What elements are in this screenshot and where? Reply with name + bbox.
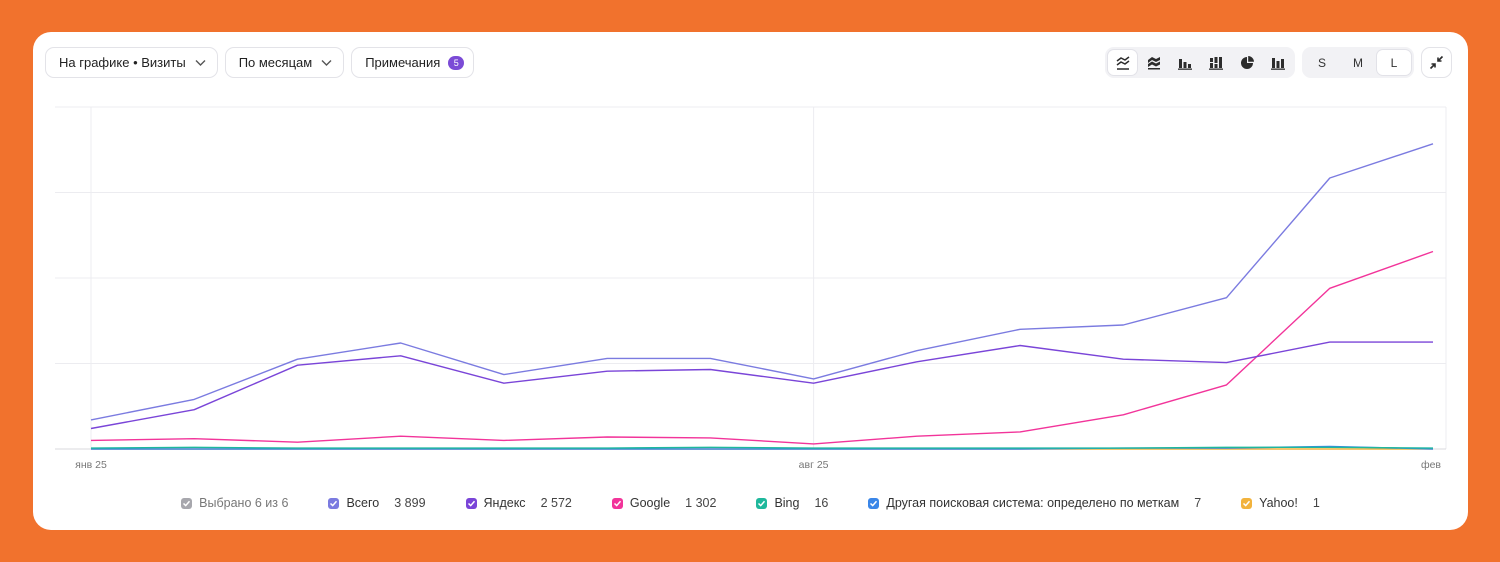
line-chart-icon <box>1116 55 1129 70</box>
chevron-down-icon <box>320 56 333 69</box>
metric-dropdown-label: На графике • Визиты <box>59 55 186 70</box>
chart-size-switcher: S M L <box>1302 47 1414 78</box>
chart-card: На графике • Визиты По месяцам Примечани… <box>33 32 1468 530</box>
size-s-button[interactable]: S <box>1317 55 1326 70</box>
stacked-bar-icon <box>1177 58 1192 70</box>
x-tick-label: янв 25 <box>75 459 107 471</box>
legend-item-value: 1 302 <box>685 496 717 510</box>
legend-select-all-label: Выбрано 6 из 6 <box>199 496 289 510</box>
series-line <box>90 341 1433 430</box>
legend-item-value: 2 572 <box>540 496 572 510</box>
size-l-button[interactable]: L <box>1377 50 1411 75</box>
series-line <box>90 446 1434 449</box>
bar-chart-icon <box>1270 57 1285 70</box>
x-tick-label: авг 25 <box>799 459 829 471</box>
checkbox-icon <box>181 497 193 509</box>
pie-chart-button[interactable] <box>1232 50 1261 75</box>
collapse-icon <box>1429 55 1444 70</box>
metric-dropdown[interactable]: На графике • Визиты <box>45 47 218 78</box>
line-chart: янв 25 авг 25 фев <box>55 106 1447 471</box>
legend-item-label: Yahoo! <box>1259 496 1298 510</box>
series-line <box>90 250 1434 445</box>
notes-button-label: Примечания <box>365 55 441 70</box>
checkbox-icon <box>1241 497 1253 509</box>
line-chart-button[interactable] <box>1108 50 1137 75</box>
chart-type-switcher <box>1105 47 1295 78</box>
series-line <box>90 143 1434 421</box>
legend-item[interactable]: Всего 3 899 <box>328 496 426 510</box>
checkbox-icon <box>328 497 340 509</box>
percent-bar-button[interactable] <box>1201 50 1230 75</box>
percent-bar-icon <box>1208 56 1223 70</box>
notes-count-badge: 5 <box>448 55 465 70</box>
checkbox-icon <box>611 497 623 509</box>
legend-item[interactable]: Bing 16 <box>756 496 828 510</box>
area-chart-icon <box>1147 56 1160 69</box>
legend-item-value: 16 <box>814 496 829 510</box>
collapse-button[interactable] <box>1421 47 1452 78</box>
legend-item[interactable]: Яндекс 2 572 <box>465 496 572 510</box>
legend-select-all[interactable]: Выбрано 6 из 6 <box>181 496 288 510</box>
checkbox-icon <box>465 497 477 509</box>
legend-item[interactable]: Google 1 302 <box>611 496 717 510</box>
view-controls: S M L <box>1105 47 1452 78</box>
legend-item-value: 3 899 <box>394 496 426 510</box>
legend-item-label: Всего <box>346 496 380 510</box>
legend-item-label: Другая поисковая система: определено по … <box>886 496 1180 510</box>
bar-chart-button[interactable] <box>1263 50 1292 75</box>
checkbox-icon <box>756 497 768 509</box>
legend-item[interactable]: Другая поисковая система: определено по … <box>868 496 1201 510</box>
legend-item-label: Bing <box>774 496 800 510</box>
legend-item-label: Яндекс <box>483 496 526 510</box>
notes-button[interactable]: Примечания 5 <box>351 47 475 78</box>
legend-series-list: Всего 3 899 Яндекс 2 572 Google 1 302 Bing 16 Др… <box>308 496 1339 510</box>
size-m-button[interactable]: M <box>1353 55 1363 70</box>
period-dropdown[interactable]: По месяцам <box>224 47 345 78</box>
legend-item[interactable]: Yahoo! 1 <box>1241 496 1320 510</box>
chart-toolbar: На графике • Визиты По месяцам Примечани… <box>45 47 475 78</box>
legend-item-value: 1 <box>1312 496 1320 510</box>
checkbox-icon <box>868 497 880 509</box>
period-dropdown-label: По месяцам <box>238 55 313 70</box>
pie-chart-icon <box>1240 55 1254 69</box>
stacked-bar-button[interactable] <box>1170 50 1199 75</box>
chevron-down-icon <box>194 56 207 69</box>
legend-item-label: Google <box>629 496 671 510</box>
legend-item-value: 7 <box>1194 496 1202 510</box>
chart-legend: Выбрано 6 из 6 Всего 3 899 Яндекс 2 572 Goog… <box>33 496 1468 510</box>
area-chart-button[interactable] <box>1139 50 1168 75</box>
x-tick-label: фев <box>1421 459 1441 471</box>
